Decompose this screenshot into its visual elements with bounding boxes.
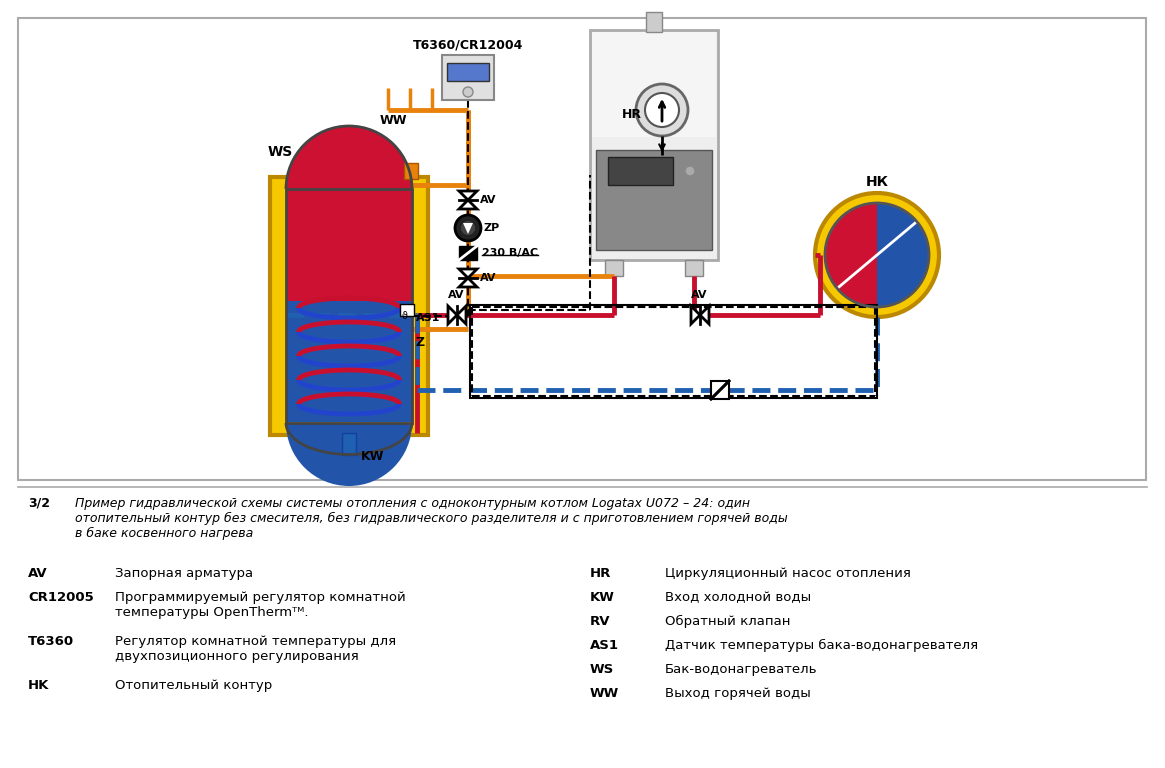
Circle shape xyxy=(461,221,475,235)
Text: Z: Z xyxy=(416,336,425,349)
Bar xyxy=(605,260,623,276)
Bar xyxy=(711,381,729,399)
Bar xyxy=(589,30,718,260)
Text: WW: WW xyxy=(589,687,620,700)
Text: Отопительный контур: Отопительный контур xyxy=(115,679,273,692)
Wedge shape xyxy=(877,203,929,307)
Bar xyxy=(459,246,476,260)
Polygon shape xyxy=(459,278,476,287)
Text: AS1: AS1 xyxy=(589,639,619,652)
Text: AV: AV xyxy=(480,195,496,205)
Bar xyxy=(647,12,662,32)
Text: Программируемый регулятор комнатной
температуры OpenThermᵀᴹ.: Программируемый регулятор комнатной темп… xyxy=(115,591,405,619)
Circle shape xyxy=(636,84,689,136)
Text: T6360: T6360 xyxy=(28,635,75,648)
Text: AS1: AS1 xyxy=(416,313,440,323)
Text: Регулятор комнатной температуры для
двухпозиционного регулирования: Регулятор комнатной температуры для двух… xyxy=(115,635,396,663)
Text: Пример гидравлической схемы системы отопления с одноконтурным котлом Logatax U07: Пример гидравлической схемы системы отоп… xyxy=(75,497,788,540)
Text: Циркуляционный насос отопления: Циркуляционный насос отопления xyxy=(665,567,911,580)
Text: WW: WW xyxy=(380,114,408,127)
Bar xyxy=(685,260,702,276)
Bar xyxy=(285,189,412,301)
Polygon shape xyxy=(700,306,709,324)
Text: Обратный клапан: Обратный клапан xyxy=(665,615,791,628)
Bar xyxy=(592,32,716,137)
Polygon shape xyxy=(457,306,466,324)
Text: WS: WS xyxy=(268,145,294,159)
Text: T6360/CR12004: T6360/CR12004 xyxy=(412,38,523,51)
Text: Бак-водонагреватель: Бак-водонагреватель xyxy=(665,663,818,676)
Polygon shape xyxy=(459,269,476,278)
Text: KW: KW xyxy=(589,591,615,604)
Text: WS: WS xyxy=(589,663,614,676)
Polygon shape xyxy=(691,306,700,324)
Text: НК: НК xyxy=(866,175,889,189)
Bar xyxy=(285,301,412,422)
Text: AV: AV xyxy=(480,273,496,283)
Polygon shape xyxy=(459,200,476,209)
Wedge shape xyxy=(285,423,412,486)
Circle shape xyxy=(645,93,679,127)
Circle shape xyxy=(456,215,481,241)
Text: ZP: ZP xyxy=(483,223,500,233)
Text: Запорная арматура: Запорная арматура xyxy=(115,567,253,580)
Bar xyxy=(400,304,414,316)
Circle shape xyxy=(816,193,939,317)
Bar xyxy=(285,189,412,423)
Text: HR: HR xyxy=(589,567,612,580)
Text: AV: AV xyxy=(28,567,48,580)
Text: KW: KW xyxy=(361,451,384,464)
Bar xyxy=(17,18,1146,480)
Text: Датчик температуры бака-водонагревателя: Датчик температуры бака-водонагревателя xyxy=(665,639,979,652)
Polygon shape xyxy=(463,223,473,234)
Text: RV: RV xyxy=(589,615,610,628)
Text: 3/2: 3/2 xyxy=(28,497,50,510)
Wedge shape xyxy=(825,203,877,307)
Text: AV: AV xyxy=(691,290,707,300)
Wedge shape xyxy=(285,126,412,189)
Polygon shape xyxy=(449,306,457,324)
Text: Выход горячей воды: Выход горячей воды xyxy=(665,687,811,700)
Bar xyxy=(469,305,877,398)
Text: CR12005: CR12005 xyxy=(28,591,93,604)
Bar xyxy=(447,63,489,81)
Bar xyxy=(596,150,712,250)
Text: HR: HR xyxy=(622,108,642,121)
Bar xyxy=(343,433,356,455)
Bar xyxy=(608,157,673,185)
Bar xyxy=(404,163,418,179)
Text: 230 В/AC: 230 В/AC xyxy=(482,248,538,258)
Bar xyxy=(442,55,494,100)
Circle shape xyxy=(463,87,473,97)
Text: AV: AV xyxy=(449,290,465,300)
Text: НK: НK xyxy=(28,679,49,692)
Text: Вход холодной воды: Вход холодной воды xyxy=(665,591,811,604)
Circle shape xyxy=(685,166,696,176)
Polygon shape xyxy=(459,191,476,200)
Text: ϑ: ϑ xyxy=(402,311,408,321)
Bar xyxy=(270,177,428,435)
